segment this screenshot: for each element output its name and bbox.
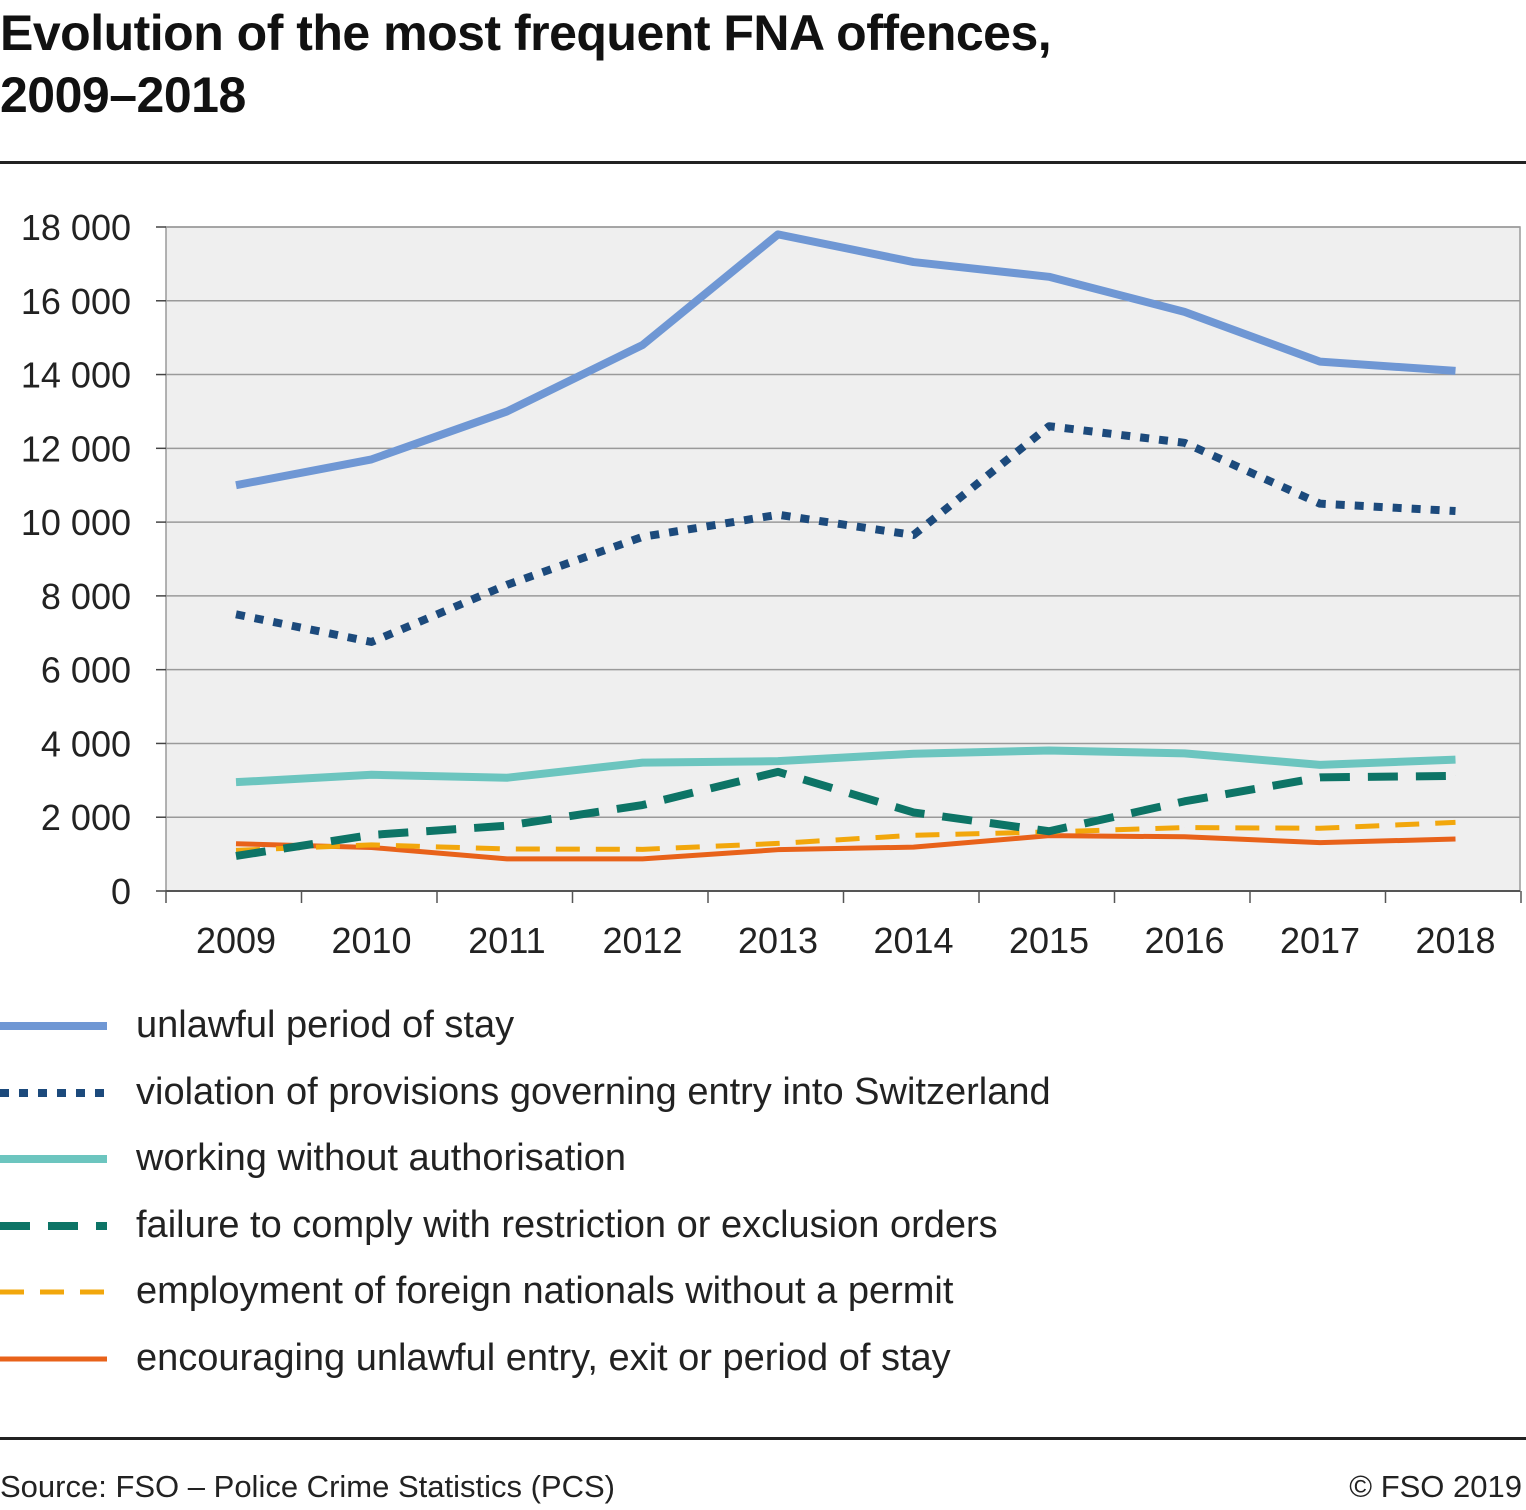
chart-title: Evolution of the most frequent FNA offen… [0,2,1500,126]
legend-item: unlawful period of stay [0,1000,1300,1050]
line-chart: 0 2 000 4 000 6 000 8 000 10 000 12 000 14 000 1… [21,207,1522,961]
y-tick-label: 2 000 [41,797,131,838]
copyright-note: © FSO 2019 [1349,1469,1522,1504]
series-line [235,819,1456,853]
chart-title-line2: 2009–2018 [0,67,246,123]
series-line [235,833,1456,862]
legend-label: violation of provisions governing entry … [136,1070,1051,1113]
legend-swatch [0,1155,107,1163]
plot-background [165,226,1521,892]
y-tick-label: 12 000 [21,428,131,469]
legend-swatch [0,1289,107,1295]
data-series [235,230,1456,862]
legend-label: unlawful period of stay [136,1004,515,1046]
x-tick-label: 2010 [331,920,411,961]
plot-area [165,226,1521,892]
legend-label: employment of foreign nationals without … [136,1270,954,1312]
y-tick-label: 10 000 [21,502,131,543]
x-tick-label: 2017 [1280,920,1360,961]
legend-swatch [0,1221,107,1230]
footer-divider [0,1437,1526,1440]
y-tick-label: 4 000 [41,723,131,764]
legend-item: failure to comply with restriction or ex… [0,1200,1300,1250]
y-tick-label: 14 000 [21,355,131,396]
source-note: Source: FSO – Police Crime Statistics (P… [0,1469,615,1504]
series-line [235,746,1456,787]
x-tick-label: 2011 [468,920,545,961]
legend-swatch [0,1088,107,1097]
legend-label: encouraging unlawful entry, exit or peri… [136,1336,951,1379]
x-tick-label: 2016 [1144,920,1224,961]
axes: 0 2 000 4 000 6 000 8 000 10 000 12 000 14 000 1… [21,207,1522,961]
x-tick-label: 2013 [738,920,818,961]
x-tick-label: 2018 [1415,920,1495,961]
legend-label: failure to comply with restriction or ex… [136,1203,998,1246]
x-tick-label: 2014 [873,920,953,961]
legend-swatch [0,1356,107,1361]
y-tick-label: 0 [111,871,131,912]
legend-item: employment of foreign nationals without … [0,1266,1300,1316]
x-tick-label: 2009 [196,920,276,961]
series-line [235,422,1456,646]
x-tick-label: 2012 [602,920,682,961]
chart-title-line1: Evolution of the most frequent FNA offen… [0,5,1052,61]
y-tick-label: 6 000 [41,650,131,691]
legend-swatch [0,1022,107,1030]
y-tick-label: 16 000 [21,281,131,322]
title-divider [0,161,1526,164]
y-tick-label: 8 000 [41,576,131,617]
legend-item: encouraging unlawful entry, exit or peri… [0,1333,1300,1383]
y-tick-label: 18 000 [21,207,131,248]
legend-item: working without authorisation [0,1133,1300,1183]
legend-item: violation of provisions governing entry … [0,1067,1300,1117]
series-line [235,230,1456,490]
legend-label: working without authorisation [136,1137,627,1179]
x-tick-label: 2015 [1009,920,1089,961]
series-line [235,767,1456,860]
